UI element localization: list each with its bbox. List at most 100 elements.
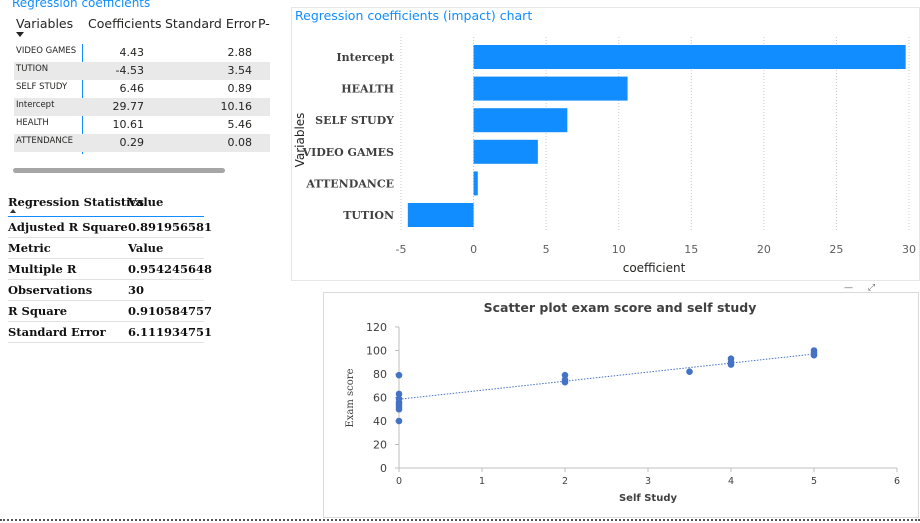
coefficients-table-title: Regression coefficients xyxy=(12,0,151,10)
y-tick-label: 120 xyxy=(366,321,387,334)
standard-error-cell: 10.16 xyxy=(220,100,253,113)
visual-header-icons[interactable]: — ⤢ xyxy=(844,283,882,293)
statistic-name-cell: Adjusted R Square xyxy=(8,220,128,234)
statistic-name-cell: R Square xyxy=(8,304,68,318)
column-header-regression-statistics[interactable]: Regression Statistics xyxy=(8,195,145,209)
table-row[interactable]: Metric Value xyxy=(8,238,204,259)
sort-ascending-icon[interactable] xyxy=(10,209,16,213)
scatter-chart-visual[interactable] xyxy=(323,292,919,518)
scatter-chart: Scatter plot exam score and self study 0 2… xyxy=(345,300,900,504)
bar xyxy=(473,171,478,196)
data-point xyxy=(686,368,693,375)
column-header-standard-error[interactable]: Standard Error xyxy=(165,16,257,31)
statistic-value-cell: 30 xyxy=(128,283,145,297)
x-tick-label: -5 xyxy=(396,243,407,256)
scatter-chart-title: Scatter plot exam score and self study xyxy=(484,300,757,315)
data-point xyxy=(395,371,403,379)
x-tick-label: 5 xyxy=(811,476,817,487)
standard-error-cell: 5.46 xyxy=(227,118,253,131)
coefficient-cell: 6.46 xyxy=(119,82,145,95)
statistic-name-cell: Metric xyxy=(8,241,51,255)
statistics-header-row: Regression Statistics Value xyxy=(8,193,204,217)
y-category-label: ATTENDANCE xyxy=(305,177,394,190)
y-tick-label: 80 xyxy=(373,368,387,381)
bar-chart: -5 0 5 10 15 20 25 30 Intercept HEALTH SELF STUDY V… xyxy=(293,37,916,275)
coefficients-table-header: Variables Coefficients Standard Error P- xyxy=(0,16,275,34)
x-tick-label: 20 xyxy=(757,243,771,256)
data-point xyxy=(810,351,818,359)
y-tick-label: 20 xyxy=(373,439,387,452)
x-tick-label: 4 xyxy=(728,476,734,487)
data-point xyxy=(727,361,735,368)
y-tick-label: 100 xyxy=(366,345,387,358)
page-bottom-border xyxy=(0,519,920,521)
y-tick-label: 40 xyxy=(373,415,387,428)
x-tick-label: 10 xyxy=(612,243,626,256)
horizontal-scrollbar[interactable] xyxy=(13,168,225,173)
variable-cell: HEALTH xyxy=(16,118,49,128)
coefficient-cell: 4.43 xyxy=(119,46,145,59)
statistic-name-cell: Standard Error xyxy=(8,325,106,339)
statistic-value-cell: 6.111934751 xyxy=(128,325,213,339)
x-tick-label: 6 xyxy=(894,476,900,487)
table-row[interactable]: VIDEO GAMES 4.43 2.88 xyxy=(14,44,270,62)
bar xyxy=(407,203,474,227)
x-axis-title: Self Study xyxy=(619,493,678,504)
column-header-value[interactable]: Value xyxy=(128,195,164,209)
x-tick-label: 0 xyxy=(396,476,402,487)
y-category-label: Intercept xyxy=(337,51,395,64)
y-category-label: TUTION xyxy=(343,209,394,222)
table-row[interactable]: Standard Error 6.111934751 xyxy=(8,322,212,343)
table-row[interactable]: Intercept 29.77 10.16 xyxy=(14,98,270,116)
standard-error-cell: 2.88 xyxy=(227,46,253,59)
table-row[interactable]: R Square 0.910584757 xyxy=(8,301,212,322)
table-row[interactable]: Observations 30 xyxy=(8,280,204,301)
y-axis-title: Exam score xyxy=(345,368,356,427)
column-header-coefficients[interactable]: Coefficients xyxy=(88,16,162,31)
standard-error-cell: 3.54 xyxy=(227,64,253,77)
statistic-value-cell: Value xyxy=(128,241,164,255)
coefficient-cell: -4.53 xyxy=(115,64,144,77)
standard-error-cell: 0.89 xyxy=(227,82,253,95)
table-row[interactable]: ATTENDANCE 0.29 0.08 xyxy=(14,134,270,152)
coefficient-cell: 0.29 xyxy=(119,136,145,149)
x-tick-label: 25 xyxy=(829,243,843,256)
x-tick-label: 5 xyxy=(543,243,550,256)
y-tick-label: 0 xyxy=(380,462,387,475)
sort-descending-icon[interactable] xyxy=(16,32,24,37)
regression-statistics-table: Regression Statistics Value Adjusted R S… xyxy=(8,193,212,343)
x-tick-label: 30 xyxy=(902,243,916,256)
column-header-p-value[interactable]: P- xyxy=(258,16,270,31)
column-header-variables[interactable]: Variables xyxy=(16,16,74,31)
x-tick-label: 0 xyxy=(470,243,477,256)
variable-cell: VIDEO GAMES xyxy=(16,46,77,56)
variable-cell: ATTENDANCE xyxy=(16,136,73,146)
standard-error-cell: 0.08 xyxy=(227,136,253,149)
table-row[interactable]: Adjusted R Square 0.891956581 xyxy=(8,217,212,238)
bar xyxy=(473,45,906,69)
coefficient-cell: 29.77 xyxy=(112,100,145,113)
variable-cell: Intercept xyxy=(16,100,55,110)
x-tick-label: 15 xyxy=(684,243,698,256)
coefficient-cell: 10.61 xyxy=(112,118,145,131)
data-point xyxy=(395,405,403,413)
trendline xyxy=(398,353,815,400)
statistic-value-cell: 0.910584757 xyxy=(128,304,213,318)
x-tick-label: 1 xyxy=(479,476,485,487)
y-category-label: SELF STUDY xyxy=(315,114,394,127)
table-row[interactable]: SELF STUDY 6.46 0.89 xyxy=(14,80,270,98)
x-tick-label: 3 xyxy=(645,476,651,487)
table-row[interactable]: Multiple R 0.954245648 xyxy=(8,259,212,280)
data-point xyxy=(561,378,569,386)
variable-cell: SELF STUDY xyxy=(16,82,68,92)
data-point xyxy=(395,417,403,425)
table-row[interactable]: TUTION -4.53 3.54 xyxy=(14,62,270,80)
table-row[interactable]: HEALTH 10.61 5.46 xyxy=(14,116,270,134)
statistic-name-cell: Observations xyxy=(8,283,93,297)
bar-chart-title: Regression coefficients (impact) chart xyxy=(295,8,533,23)
y-category-label: VIDEO GAMES xyxy=(302,146,395,159)
x-axis-title: coefficient xyxy=(623,261,686,275)
variable-cell: TUTION xyxy=(16,64,49,74)
y-category-label: HEALTH xyxy=(341,83,394,96)
data-point xyxy=(561,371,569,379)
